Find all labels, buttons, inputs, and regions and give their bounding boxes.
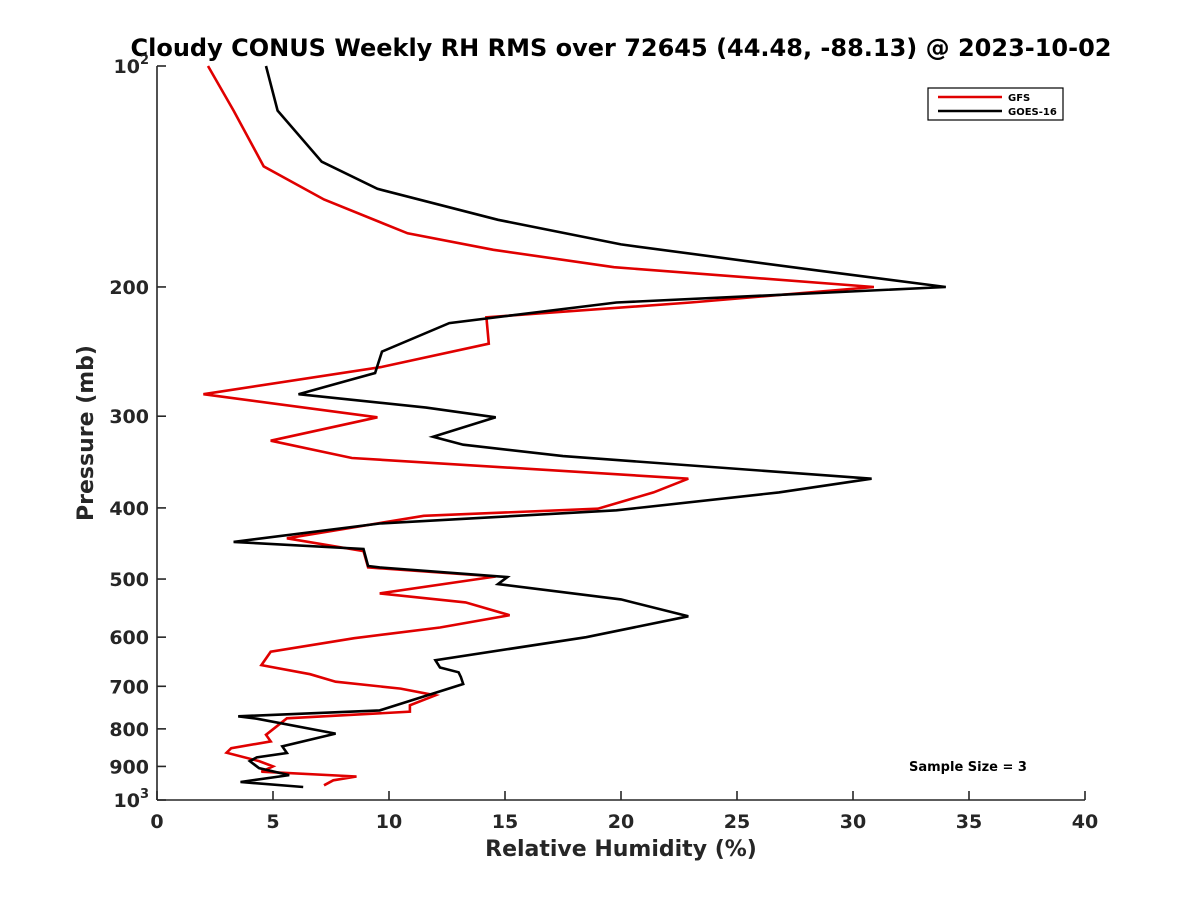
y-tick-label: 103 (114, 787, 150, 812)
series-line-gfs (203, 65, 875, 787)
series-line-goes-16 (233, 65, 946, 789)
series-layer (203, 65, 946, 789)
x-tick-label: 35 (956, 811, 982, 833)
legend-label-gfs: GFS (1008, 93, 1030, 104)
x-tick-label: 30 (840, 811, 866, 833)
chart-title: Cloudy CONUS Weekly RH RMS over 72645 (4… (131, 34, 1112, 62)
y-axis-label: Pressure (mb) (74, 345, 99, 521)
y-tick-label: 200 (109, 277, 149, 299)
x-tick-label: 40 (1072, 811, 1098, 833)
x-tick-label: 0 (150, 811, 163, 833)
y-tick-label: 800 (109, 719, 149, 741)
y-tick-label: 300 (109, 406, 149, 428)
y-tick-label: 500 (109, 569, 149, 591)
y-tick-label: 102 (114, 53, 150, 78)
legend-label-goes-16: GOES-16 (1008, 107, 1057, 118)
y-ticks: 102 200 300 400 500 600 700 800 900 103 (109, 53, 166, 812)
sample-size-annotation: Sample Size = 3 (909, 760, 1027, 775)
x-axis-label: Relative Humidity (%) (485, 837, 757, 862)
x-tick-label: 15 (492, 811, 518, 833)
x-tick-label: 25 (724, 811, 750, 833)
x-ticks: 0 5 10 15 20 25 30 35 40 (150, 791, 1098, 833)
x-tick-label: 5 (266, 811, 279, 833)
y-tick-label: 400 (109, 498, 149, 520)
legend: GFS GOES-16 (927, 87, 1064, 121)
y-tick-label: 900 (109, 756, 149, 778)
y-tick-label: 600 (109, 627, 149, 649)
legend-box (927, 87, 1064, 121)
x-tick-label: 20 (608, 811, 634, 833)
x-tick-label: 10 (376, 811, 402, 833)
y-tick-label: 700 (109, 676, 149, 698)
